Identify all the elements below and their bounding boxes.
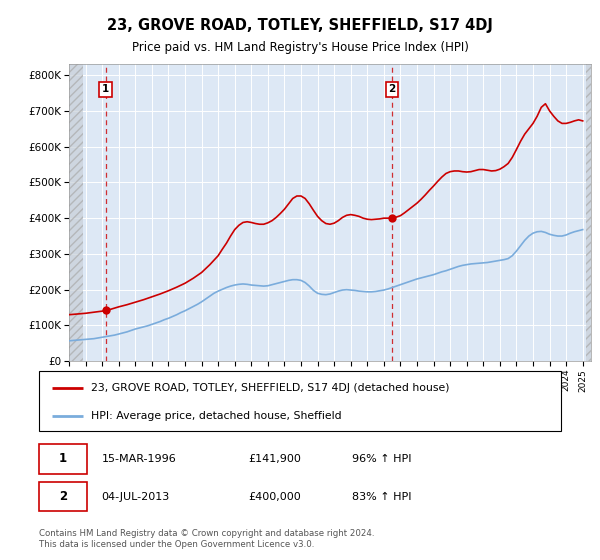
Text: 23, GROVE ROAD, TOTLEY, SHEFFIELD, S17 4DJ: 23, GROVE ROAD, TOTLEY, SHEFFIELD, S17 4…: [107, 18, 493, 32]
Bar: [69, 64, 83, 361]
Text: 96% ↑ HPI: 96% ↑ HPI: [352, 454, 412, 464]
Text: Price paid vs. HM Land Registry's House Price Index (HPI): Price paid vs. HM Land Registry's House …: [131, 41, 469, 54]
Text: 1: 1: [59, 452, 67, 465]
FancyBboxPatch shape: [39, 444, 87, 474]
Text: Contains HM Land Registry data © Crown copyright and database right 2024.
This d: Contains HM Land Registry data © Crown c…: [39, 529, 374, 549]
Text: £141,900: £141,900: [248, 454, 301, 464]
FancyBboxPatch shape: [39, 482, 87, 511]
Text: 04-JUL-2013: 04-JUL-2013: [101, 492, 170, 502]
Text: 2: 2: [389, 85, 396, 95]
Text: £400,000: £400,000: [248, 492, 301, 502]
Text: HPI: Average price, detached house, Sheffield: HPI: Average price, detached house, Shef…: [91, 411, 342, 421]
Text: 2: 2: [59, 490, 67, 503]
Text: 1: 1: [102, 85, 109, 95]
Text: 83% ↑ HPI: 83% ↑ HPI: [352, 492, 412, 502]
Bar: [586, 64, 591, 361]
Text: 15-MAR-1996: 15-MAR-1996: [101, 454, 176, 464]
Text: 23, GROVE ROAD, TOTLEY, SHEFFIELD, S17 4DJ (detached house): 23, GROVE ROAD, TOTLEY, SHEFFIELD, S17 4…: [91, 382, 450, 393]
